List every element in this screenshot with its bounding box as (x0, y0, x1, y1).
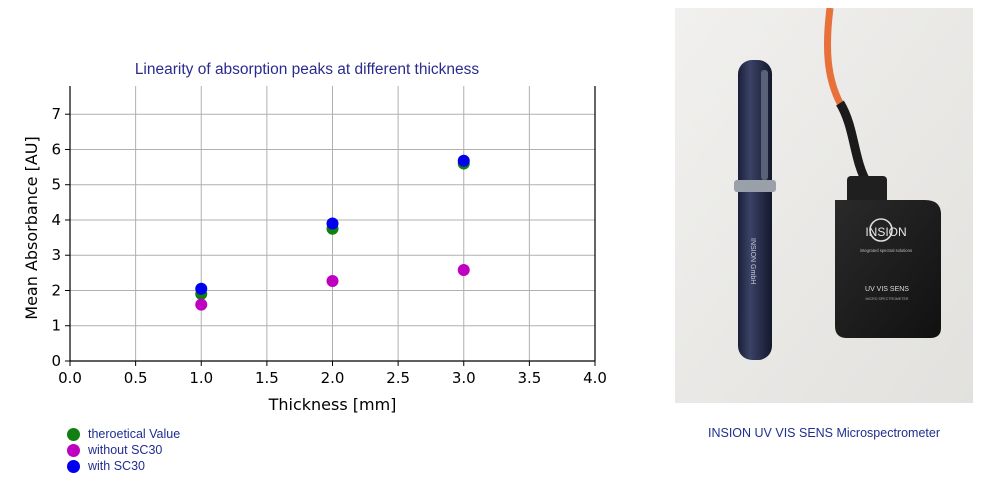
data-point-series-2 (457, 154, 470, 167)
x-tick-label: 1.0 (189, 369, 213, 387)
device-icon: INSION integrated spectral solutions UV … (835, 176, 941, 338)
device-tagline: integrated spectral solutions (860, 248, 912, 253)
data-point-series-1 (195, 298, 208, 311)
fiber-cable (823, 8, 844, 105)
y-tick-label: 6 (51, 140, 61, 158)
x-tick-label: 0.0 (58, 369, 82, 387)
y-axis-label: Mean Absorbance [AU] (22, 136, 41, 319)
chart-title: Linearity of absorption peaks at differe… (135, 61, 480, 78)
y-tick-label: 3 (51, 246, 61, 264)
data-point-series-1 (326, 274, 339, 287)
device-subtitle: MICRO SPECTROMETER (866, 297, 909, 301)
legend-marker (67, 443, 80, 457)
y-tick-label: 4 (51, 211, 61, 229)
x-tick-label: 3.5 (517, 369, 541, 387)
ticks: 0.0 0.5 1.0 1.5 2.0 2.5 3.0 3.5 4.0 0 1 2 3 4 5 6 7 (51, 105, 606, 387)
cable-black (836, 100, 871, 186)
legend-marker (67, 459, 80, 473)
x-tick-label: 0.5 (124, 369, 148, 387)
x-tick-label: 1.5 (255, 369, 279, 387)
legend-label: with SC30 (88, 459, 145, 473)
chart: Linearity of absorption peaks at differe… (22, 61, 607, 414)
data-point-series-1 (457, 264, 470, 277)
y-tick-label: 0 (51, 352, 61, 370)
y-tick-label: 2 (51, 281, 61, 299)
legend-item-theoretical: theroetical Value (67, 426, 180, 442)
legend-item-with-sc30: with SC30 (67, 458, 180, 474)
pen-icon: INSION GmbH (734, 60, 776, 360)
y-tick-label: 1 (51, 317, 61, 335)
device-brand: INSION (865, 225, 906, 239)
x-tick-label: 4.0 (583, 369, 607, 387)
device-photo: INSION GmbH INSION integrated spectral s… (675, 8, 973, 403)
y-tick-label: 7 (51, 105, 61, 123)
device-illustration: INSION GmbH INSION integrated spectral s… (675, 8, 973, 403)
legend-item-without-sc30: without SC30 (67, 442, 180, 458)
legend-label: without SC30 (88, 443, 163, 457)
x-tick-label: 2.5 (386, 369, 410, 387)
x-tick-label: 2.0 (321, 369, 345, 387)
data-point-series-2 (195, 282, 208, 295)
legend-label: theroetical Value (88, 427, 181, 441)
data-point-series-2 (326, 217, 339, 230)
x-tick-label: 3.0 (452, 369, 476, 387)
legend-marker (67, 427, 80, 441)
pen-text: INSION GmbH (749, 238, 756, 284)
photo-caption: INSION UV VIS SENS Microspectrometer (707, 426, 940, 440)
device-model: UV VIS SENS (865, 286, 909, 293)
y-tick-label: 5 (51, 176, 61, 194)
legend: theroetical Value without SC30 with SC30 (67, 426, 180, 474)
x-axis-label: Thickness [mm] (268, 395, 397, 414)
data-points (195, 154, 470, 311)
